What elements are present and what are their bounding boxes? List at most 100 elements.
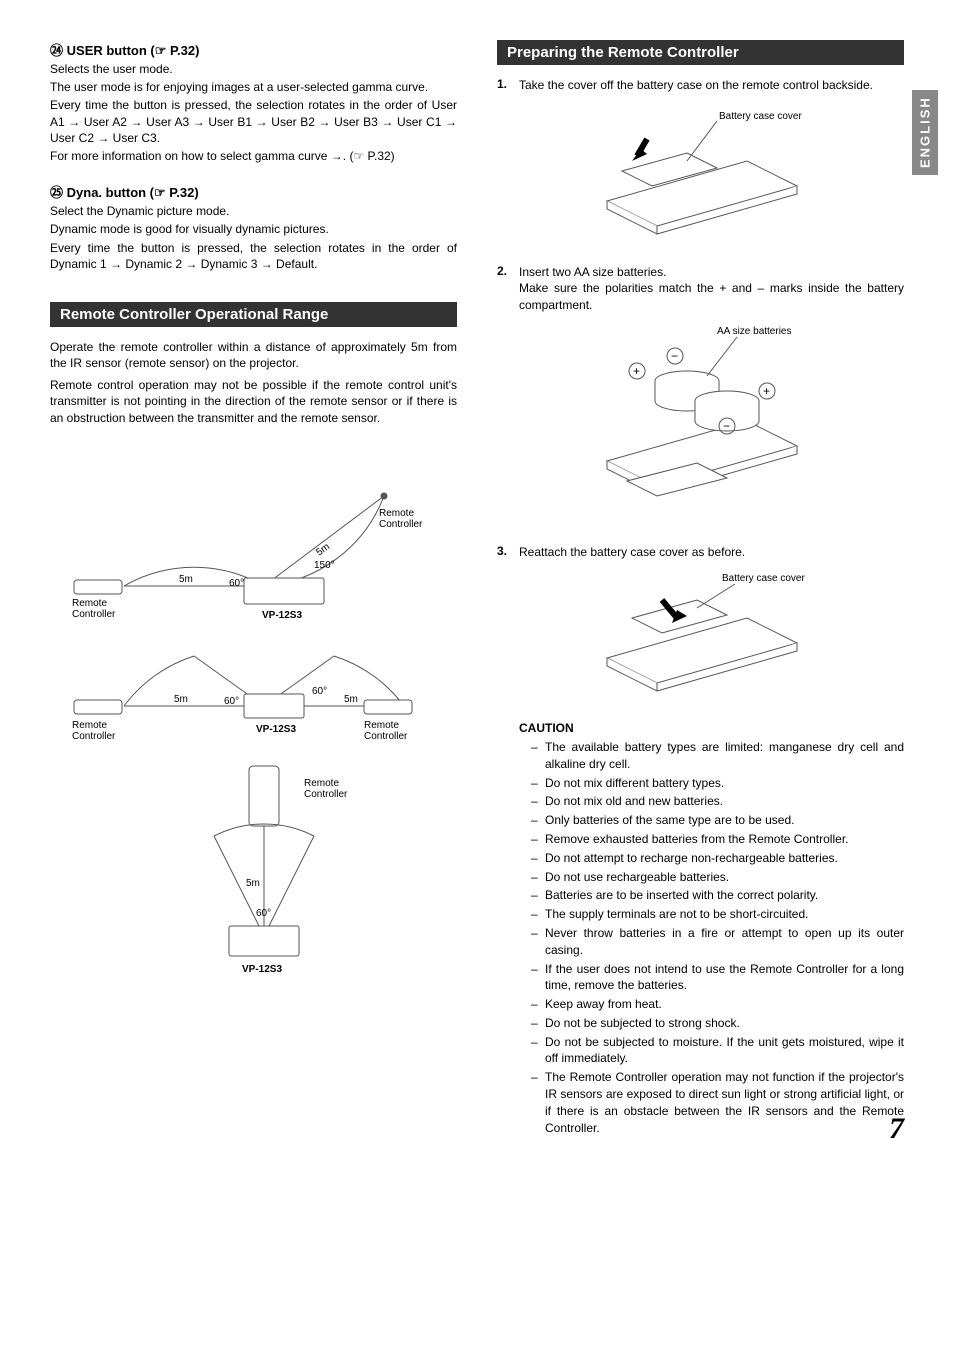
caution-text: Do not mix old and new batteries. bbox=[545, 793, 723, 810]
caution-dash: – bbox=[531, 850, 545, 867]
caution-text: Do not be subjected to strong shock. bbox=[545, 1015, 740, 1032]
caution-item: –Batteries are to be inserted with the c… bbox=[531, 887, 904, 904]
svg-text:5m: 5m bbox=[314, 541, 332, 558]
user-title: USER button (☞ bbox=[67, 43, 167, 58]
range-diagram: 5m 60° 5m 150° Remote Controller Remote … bbox=[50, 446, 457, 976]
caution-item: –The supply terminals are not to be shor… bbox=[531, 906, 904, 923]
step-1: 1. Take the cover off the battery case o… bbox=[497, 77, 904, 93]
step-2-text: Insert two AA size batteries. bbox=[519, 265, 666, 279]
user-button-heading: ㉔ USER button (☞ P.32) bbox=[50, 40, 457, 59]
caution-text: The available battery types are limited:… bbox=[545, 739, 904, 773]
svg-text:AA size batteries: AA size batteries bbox=[717, 326, 791, 337]
step-3-diagram: Battery case cover bbox=[567, 568, 904, 701]
caution-item: –The Remote Controller operation may not… bbox=[531, 1069, 904, 1136]
caution-item: –Do not use rechargeable batteries. bbox=[531, 869, 904, 886]
right-column: Preparing the Remote Controller 1. Take … bbox=[497, 40, 904, 1138]
caution-item: –Never throw batteries in a fire or atte… bbox=[531, 925, 904, 959]
caution-dash: – bbox=[531, 739, 545, 773]
range-para2: Remote control operation may not be poss… bbox=[50, 377, 457, 426]
svg-text:Controller: Controller bbox=[379, 519, 423, 530]
user-num: ㉔ bbox=[50, 43, 63, 58]
caution-dash: – bbox=[531, 775, 545, 792]
caution-dash: – bbox=[531, 906, 545, 923]
step-1-text: Take the cover off the battery case on t… bbox=[519, 77, 904, 93]
caution-dash: – bbox=[531, 961, 545, 995]
caution-item: –Do not be subjected to strong shock. bbox=[531, 1015, 904, 1032]
svg-text:60°: 60° bbox=[224, 696, 239, 707]
step-2-diagram: + − + − AA size batteries bbox=[567, 321, 904, 524]
svg-text:150°: 150° bbox=[314, 560, 335, 571]
caution-text: Do not use rechargeable batteries. bbox=[545, 869, 729, 886]
user-line-3: For more information on how to select ga… bbox=[50, 148, 457, 164]
caution-text: Never throw batteries in a fire or attem… bbox=[545, 925, 904, 959]
svg-text:−: − bbox=[723, 419, 730, 433]
caution-dash: – bbox=[531, 1069, 545, 1136]
svg-text:5m: 5m bbox=[174, 694, 188, 705]
caution-dash: – bbox=[531, 869, 545, 886]
caution-list: –The available battery types are limited… bbox=[497, 739, 904, 1137]
svg-text:−: − bbox=[671, 349, 678, 363]
svg-text:Remote: Remote bbox=[379, 508, 414, 519]
caution-text: Keep away from heat. bbox=[545, 996, 662, 1013]
caution-item: –Remove exhausted batteries from the Rem… bbox=[531, 831, 904, 848]
caution-title: CAUTION bbox=[519, 721, 904, 735]
range-heading: Remote Controller Operational Range bbox=[50, 302, 457, 327]
caution-item: –Do not be subjected to moisture. If the… bbox=[531, 1034, 904, 1068]
dyna-num: ㉕ bbox=[50, 185, 63, 200]
caution-text: Remove exhausted batteries from the Remo… bbox=[545, 831, 848, 848]
caution-text: Do not attempt to recharge non-rechargea… bbox=[545, 850, 838, 867]
caution-item: –If the user does not intend to use the … bbox=[531, 961, 904, 995]
caution-text: The supply terminals are not to be short… bbox=[545, 906, 808, 923]
svg-text:+: + bbox=[763, 384, 770, 398]
caution-text: If the user does not intend to use the R… bbox=[545, 961, 904, 995]
svg-text:VP-12S3: VP-12S3 bbox=[242, 964, 282, 975]
caution-item: –Only batteries of the same type are to … bbox=[531, 812, 904, 829]
range-para1: Operate the remote controller within a d… bbox=[50, 339, 457, 371]
user-page: P.32) bbox=[166, 43, 199, 58]
step-3-num: 3. bbox=[497, 544, 519, 560]
svg-text:Controller: Controller bbox=[72, 731, 116, 742]
left-column: ㉔ USER button (☞ P.32) Selects the user … bbox=[50, 40, 457, 1138]
svg-text:Controller: Controller bbox=[72, 609, 116, 620]
step-2-text2: Make sure the polarities match the + and… bbox=[519, 281, 904, 311]
language-tab: ENGLISH bbox=[912, 90, 938, 175]
caution-item: –Do not attempt to recharge non-recharge… bbox=[531, 850, 904, 867]
caution-dash: – bbox=[531, 831, 545, 848]
caution-text: Batteries are to be inserted with the co… bbox=[545, 887, 818, 904]
caution-item: –The available battery types are limited… bbox=[531, 739, 904, 773]
user-line-2: Every time the button is pressed, the se… bbox=[50, 97, 457, 146]
step-1-num: 1. bbox=[497, 77, 519, 93]
svg-text:60°: 60° bbox=[256, 908, 271, 919]
caution-text: The Remote Controller operation may not … bbox=[545, 1069, 904, 1136]
caution-item: –Do not mix different battery types. bbox=[531, 775, 904, 792]
step-2-num: 2. bbox=[497, 264, 519, 313]
svg-text:5m: 5m bbox=[246, 878, 260, 889]
svg-text:5m: 5m bbox=[179, 574, 193, 585]
caution-dash: – bbox=[531, 793, 545, 810]
svg-text:60°: 60° bbox=[312, 686, 327, 697]
caution-item: –Do not mix old and new batteries. bbox=[531, 793, 904, 810]
caution-text: Do not mix different battery types. bbox=[545, 775, 724, 792]
caution-dash: – bbox=[531, 1034, 545, 1068]
step-2: 2. Insert two AA size batteries. Make su… bbox=[497, 264, 904, 313]
svg-text:Remote: Remote bbox=[364, 720, 399, 731]
caution-item: –Keep away from heat. bbox=[531, 996, 904, 1013]
svg-text:+: + bbox=[633, 364, 640, 378]
caution-dash: – bbox=[531, 887, 545, 904]
svg-text:VP-12S3: VP-12S3 bbox=[262, 610, 302, 621]
dyna-title: Dyna. button (☞ bbox=[67, 185, 166, 200]
dyna-line-0: Select the Dynamic picture mode. bbox=[50, 203, 457, 219]
svg-text:VP-12S3: VP-12S3 bbox=[256, 724, 296, 735]
svg-text:Remote: Remote bbox=[72, 720, 107, 731]
step-3-text: Reattach the battery case cover as befor… bbox=[519, 544, 904, 560]
svg-text:Controller: Controller bbox=[364, 731, 408, 742]
dyna-page: P.32) bbox=[166, 185, 199, 200]
svg-text:5m: 5m bbox=[344, 694, 358, 705]
dyna-button-heading: ㉕ Dyna. button (☞ P.32) bbox=[50, 182, 457, 201]
caution-dash: – bbox=[531, 996, 545, 1013]
user-line-1: The user mode is for enjoying images at … bbox=[50, 79, 457, 95]
dyna-line-2: Every time the button is pressed, the se… bbox=[50, 240, 457, 272]
caution-dash: – bbox=[531, 1015, 545, 1032]
dyna-line-1: Dynamic mode is good for visually dynami… bbox=[50, 221, 457, 237]
svg-text:Remote: Remote bbox=[72, 598, 107, 609]
